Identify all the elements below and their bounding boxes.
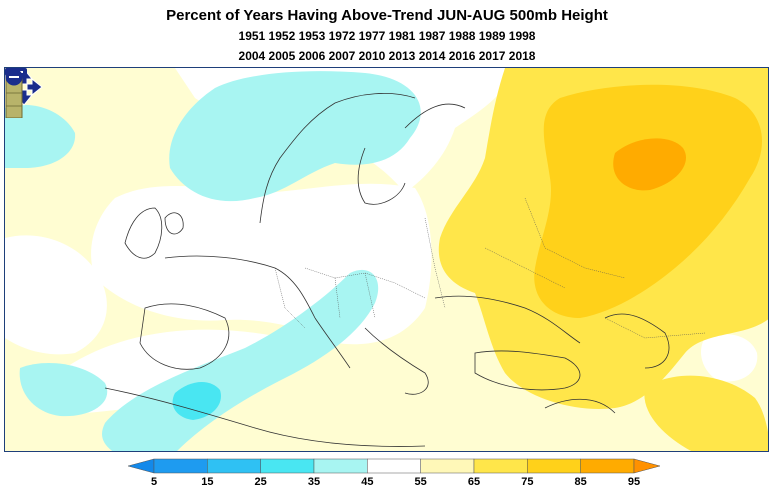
- band-45-55-east-spot: [701, 334, 758, 382]
- legend-low-arrow: [128, 458, 155, 474]
- band-35-45-sw-spot: [19, 363, 108, 417]
- legend-swatch: [260, 458, 315, 474]
- legend-swatch: [527, 458, 581, 474]
- contour-map: [5, 68, 768, 451]
- legend-swatch: [207, 458, 261, 474]
- years-line-1: 1951 1952 1953 1972 1977 1981 1987 1988 …: [238, 29, 536, 43]
- minus-icon[interactable]: [5, 68, 23, 86]
- band-45-55-southwest: [54, 329, 290, 413]
- band-35-45-scandinavia: [169, 71, 421, 202]
- legend-tick-label: 95: [627, 476, 641, 488]
- country-borders: [274, 197, 706, 339]
- legend-swatch: [580, 458, 635, 474]
- legend-tick-label: 65: [467, 476, 481, 488]
- chart-title: Percent of Years Having Above-Trend JUN-…: [166, 7, 608, 24]
- legend-tick-label: 25: [254, 476, 267, 488]
- band-35-45-med: [102, 269, 379, 451]
- coastlines: [104, 93, 670, 447]
- title-block: Percent of Years Having Above-Trend JUN-…: [0, 6, 774, 66]
- color-legend: 5 15 25 35 45 55 65 75 85 95: [128, 457, 660, 490]
- band-35-45-northwest: [5, 104, 76, 168]
- band-65-75-southeast: [644, 375, 768, 451]
- legend-tick-label: 55: [414, 476, 427, 488]
- legend-high-arrow: [633, 458, 660, 474]
- legend-swatch: [367, 458, 421, 474]
- legend-swatch: [420, 458, 475, 474]
- legend-tick-label: 85: [574, 476, 587, 488]
- band-25-35-africa: [172, 382, 221, 420]
- legend-tick-label: 15: [201, 476, 214, 488]
- legend-tick-label: 5: [150, 476, 158, 488]
- band-45-55-west: [5, 235, 107, 355]
- legend-swatch: [313, 458, 368, 474]
- legend-swatch: [153, 458, 208, 474]
- band-75-85-russia: [534, 84, 762, 318]
- legend-colorbar: [128, 458, 660, 474]
- legend-tick-label: 75: [521, 476, 534, 488]
- years-line-2: 2004 2005 2006 2007 2010 2013 2014 2016 …: [238, 49, 536, 63]
- legend-tick-label: 35: [307, 476, 321, 488]
- map-panel[interactable]: [4, 67, 769, 452]
- band-85-95-core: [613, 138, 687, 191]
- legend-tick-label: 45: [361, 476, 374, 488]
- legend-swatch: [473, 458, 528, 474]
